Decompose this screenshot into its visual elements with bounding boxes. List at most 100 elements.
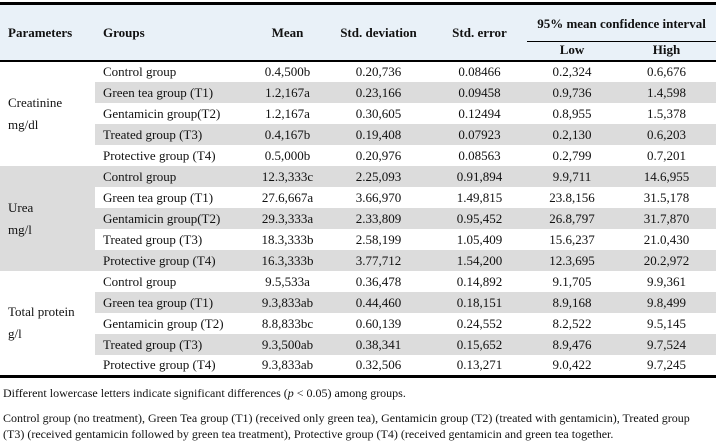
ci-high-cell: 0.6,203 — [617, 124, 716, 146]
group-cell: Control group — [95, 61, 250, 83]
ci-low-cell: 9.9,711 — [527, 166, 617, 188]
std-dev-cell: 0.20,976 — [325, 145, 432, 167]
std-err-cell: 0.14,892 — [432, 271, 527, 293]
mean-cell: 1.2,167a — [250, 103, 325, 125]
table-row: Urea mg/l Control group 12.3,333c 2.25,093 0.… — [0, 166, 716, 272]
col-header-std-error: Std. error — [432, 3, 527, 63]
ci-high-cell: 9.9,361 — [617, 271, 716, 293]
ci-low-cell: 9.0,422 — [527, 355, 617, 377]
mean-cell: 18.3,333b — [250, 229, 325, 251]
group-cell: Green tea group (T1) — [95, 292, 250, 314]
group-cell: Green tea group (T1) — [95, 82, 250, 104]
ci-low-cell: 0.2,130 — [527, 124, 617, 146]
parameter-unit: mg/dl — [8, 117, 39, 133]
std-dev-cell: 3.66,970 — [325, 187, 432, 209]
mean-cell: 9.5,533a — [250, 271, 325, 293]
group-cell: Control group — [95, 166, 250, 188]
table-row: Gentamicin group (T2) 8.8,833bc 0.60,139 0.… — [0, 313, 716, 335]
ci-low-cell: 23.8,156 — [527, 187, 617, 209]
std-err-cell: 0.12494 — [432, 103, 527, 125]
ci-low-cell: 15.6,237 — [527, 229, 617, 251]
col-header-std-deviation: Std. deviation — [325, 3, 432, 63]
std-err-cell: 0.18,151 — [432, 292, 527, 314]
group-cell: Protective group (T4) — [95, 355, 250, 377]
std-err-cell: 0.09458 — [432, 82, 527, 104]
std-err-cell: 0.07923 — [432, 124, 527, 146]
mean-cell: 9.3,833ab — [250, 355, 325, 377]
std-dev-cell: 0.20,736 — [325, 61, 432, 83]
ci-low-cell: 12.3,695 — [527, 250, 617, 272]
mean-cell: 0.4,500b — [250, 61, 325, 83]
group-cell: Treated group (T3) — [95, 229, 250, 251]
table-row: Protective group (T4) 9.3,833ab 0.32,506 0.… — [0, 355, 716, 377]
std-dev-cell: 0.44,460 — [325, 292, 432, 314]
std-dev-cell: 2.58,199 — [325, 229, 432, 251]
group-cell: Gentamicin group (T2) — [95, 313, 250, 335]
std-dev-cell: 0.38,341 — [325, 334, 432, 356]
ci-low-cell: 9.1,705 — [527, 271, 617, 293]
parameter-unit: mg/l — [8, 221, 32, 237]
parameter-name: Total protein — [8, 304, 75, 319]
std-dev-cell: 2.33,809 — [325, 208, 432, 230]
table-row: Creatinine mg/dl Control group 0.4,500b 0.20… — [0, 61, 716, 167]
group-cell: Protective group (T4) — [95, 250, 250, 272]
std-dev-cell: 0.23,166 — [325, 82, 432, 104]
parameter-cell: Urea mg/l — [0, 166, 95, 272]
mean-cell: 16.3,333b — [250, 250, 325, 272]
ci-low-cell: 0.2,799 — [527, 145, 617, 167]
ci-low-cell: 0.8,955 — [527, 103, 617, 125]
group-cell: Gentamicin group(T2) — [95, 103, 250, 125]
parameter-cell: Creatinine mg/dl — [0, 61, 95, 167]
group-cell: Protective group (T4) — [95, 145, 250, 167]
mean-cell: 12.3,333c — [250, 166, 325, 188]
col-header-parameters: Parameters — [0, 3, 95, 63]
std-err-cell: 0.13,271 — [432, 355, 527, 377]
ci-low-cell: 8.9,168 — [527, 292, 617, 314]
ci-low-cell: 0.9,736 — [527, 82, 617, 104]
table-header: Parameters Groups Mean Std. deviation St… — [0, 3, 716, 63]
table-row: Gentamicin group(T2) 1.2,167a 0.30,605 0.12… — [0, 103, 716, 125]
mean-cell: 0.4,167b — [250, 124, 325, 146]
ci-low-cell: 8.2,522 — [527, 313, 617, 335]
table-row: Treated group (T3) 9.3,500ab 0.38,341 0.15,… — [0, 334, 716, 356]
std-err-cell: 0.15,652 — [432, 334, 527, 356]
ci-low-cell: 26.8,797 — [527, 208, 617, 230]
std-err-cell: 0.95,452 — [432, 208, 527, 230]
col-header-confidence-interval: 95% mean confidence interval — [527, 3, 716, 42]
ci-high-cell: 20.2,972 — [617, 250, 716, 272]
parameter-unit: g/l — [8, 326, 22, 341]
group-cell: Green tea group (T1) — [95, 187, 250, 209]
group-cell: Control group — [95, 271, 250, 293]
ci-high-cell: 14.6,955 — [617, 166, 716, 188]
mean-cell: 27.6,667a — [250, 187, 325, 209]
ci-low-cell: 0.2,324 — [527, 61, 617, 83]
results-table: Parameters Groups Mean Std. deviation St… — [0, 2, 716, 378]
parameter-name: Creatinine — [8, 95, 63, 111]
table-row: Protective group (T4) 16.3,333b 3.77,712 1.… — [0, 250, 716, 272]
std-dev-cell: 0.60,139 — [325, 313, 432, 335]
mean-cell: 9.3,500ab — [250, 334, 325, 356]
mean-cell: 1.2,167a — [250, 82, 325, 104]
col-header-mean: Mean — [250, 3, 325, 63]
ci-high-cell: 31.5,178 — [617, 187, 716, 209]
ci-high-cell: 9.8,499 — [617, 292, 716, 314]
group-cell: Treated group (T3) — [95, 124, 250, 146]
significance-note-text: Different lowercase letters indicate sig… — [3, 385, 288, 400]
parameter-name: Urea — [8, 199, 34, 215]
std-dev-cell: 0.36,478 — [325, 271, 432, 293]
groups-definition-note: Control group (no treatment), Green Tea … — [3, 410, 690, 441]
std-dev-cell: 0.30,605 — [325, 103, 432, 125]
ci-high-cell: 1.4,598 — [617, 82, 716, 104]
std-err-cell: 1.05,409 — [432, 229, 527, 251]
ci-high-cell: 9.7,524 — [617, 334, 716, 356]
significance-note: Different lowercase letters indicate sig… — [3, 385, 712, 401]
table-body: Creatinine mg/dl Control group 0.4,500b 0.20… — [0, 61, 716, 377]
group-cell: Gentamicin group(T2) — [95, 208, 250, 230]
table-row: Total protein g/l Control group 9.5,533a 0.3… — [0, 271, 716, 377]
std-err-cell: 1.54,200 — [432, 250, 527, 272]
std-err-cell: 1.49,815 — [432, 187, 527, 209]
mean-cell: 0.5,000b — [250, 145, 325, 167]
ci-high-cell: 21.0,430 — [617, 229, 716, 251]
footnotes: Different lowercase letters indicate sig… — [0, 378, 716, 442]
mean-cell: 29.3,333a — [250, 208, 325, 230]
